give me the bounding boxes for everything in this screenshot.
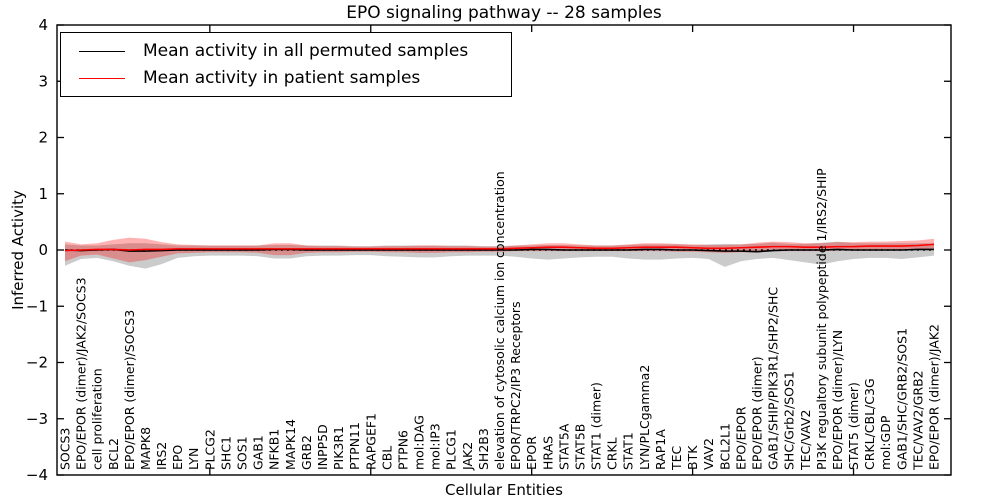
x-tick-label: EPO	[170, 445, 185, 470]
y-tick-label: 2	[38, 129, 48, 147]
x-tick-label: CRKL/CBL/C3G	[862, 378, 877, 470]
x-tick-label: TEC/VAV2	[798, 410, 813, 471]
x-tick-label: SOCS3	[58, 428, 73, 470]
x-tick-label: SOS1	[235, 436, 250, 470]
y-tick-label: −4	[26, 466, 48, 484]
x-tick-label: TEC	[669, 445, 684, 471]
x-tick-label: SHC1	[218, 436, 233, 470]
x-tick-label: SHC/Grb2/SOS1	[782, 371, 797, 470]
x-tick-label: IRS2	[154, 442, 169, 470]
x-tick-label: PI3K regualtory subunit polypeptide 1/IR…	[814, 168, 829, 470]
x-tick-label: EPOR/TRPC2/IP3 Receptors	[508, 301, 523, 470]
y-tick-label: 4	[38, 16, 48, 34]
x-tick-label: EPO/EPOR (dimer)/SOCS3	[122, 310, 137, 470]
x-tick-label: mol:IP3	[428, 423, 443, 470]
x-tick-label: STAT1	[621, 432, 636, 470]
legend-label: Mean activity in all permuted samples	[143, 41, 469, 61]
x-tick-label: INPP5D	[315, 424, 330, 470]
x-tick-label: BCL2L1	[717, 423, 732, 470]
x-tick-label: EPO/EPOR (dimer)/JAK2/SOCS3	[74, 277, 89, 470]
legend-label: Mean activity in patient samples	[143, 68, 421, 88]
x-tick-label: CRKL	[605, 437, 620, 470]
x-tick-label: PIK3R1	[331, 426, 346, 470]
x-tick-label: GAB1	[251, 435, 266, 470]
x-tick-label: STAT5 (dimer)	[846, 382, 861, 470]
y-tick-label: 0	[38, 241, 48, 259]
y-tick-label: −2	[26, 354, 48, 372]
x-tick-label: MAPK8	[138, 427, 153, 470]
x-tick-label: BTK	[685, 445, 700, 470]
x-tick-label: mol:DAG	[412, 415, 427, 470]
x-tick-label: EPOR	[524, 436, 539, 470]
x-tick-label: VAV2	[701, 438, 716, 470]
x-tick-label: PLCG2	[202, 429, 217, 470]
x-tick-label: NFKB1	[267, 429, 282, 470]
patient-mean-line	[64, 243, 935, 252]
x-tick-label: GRB2	[299, 435, 314, 470]
red-line-swatch	[79, 77, 125, 79]
chart-title: EPO signaling pathway -- 28 samples	[346, 3, 662, 23]
y-tick-label: 3	[38, 72, 48, 90]
x-axis-label: Cellular Entities	[445, 481, 563, 499]
x-tick-label: GAB1/SHIP/PIK3R1/SHP2/SHC	[766, 287, 781, 470]
x-tick-label: STAT1 (dimer)	[589, 382, 604, 470]
x-tick-label: STAT5A	[556, 423, 571, 470]
x-tick-label: LYN/PLCgamma2	[637, 365, 652, 470]
x-tick-label: LYN	[186, 448, 201, 470]
legend-item-permuted: Mean activity in all permuted samples	[71, 41, 501, 61]
y-tick-label: 1	[38, 185, 48, 203]
permuted-mean-line	[64, 248, 934, 253]
y-tick-label: −3	[26, 410, 48, 428]
legend-item-patient: Mean activity in patient samples	[71, 68, 501, 88]
x-tick-label: HRAS	[540, 436, 555, 470]
y-tick-label: −1	[26, 297, 48, 315]
x-tick-label: RAP1A	[653, 429, 668, 470]
x-tick-label: EPO/EPOR	[733, 406, 748, 470]
x-tick-label: JAK2	[460, 442, 475, 471]
x-tick-label: CBL	[379, 446, 394, 470]
x-tick-label: EPO/EPOR (dimer)	[749, 356, 764, 470]
x-tick-label: EPO/EPOR (dimer)/LYN	[830, 330, 845, 470]
black-line-swatch	[79, 50, 125, 52]
legend: Mean activity in all permuted samples Me…	[60, 32, 512, 97]
x-tick-label: BCL2	[106, 438, 121, 470]
x-tick-label: MAPK14	[283, 419, 298, 470]
x-tick-label: cell proliferation	[90, 368, 105, 470]
x-tick-label: STAT5B	[572, 424, 587, 470]
x-tick-label: PLCG1	[444, 429, 459, 470]
x-tick-label: GAB1/SHC/GRB2/SOS1	[894, 328, 909, 470]
x-tick-label: PTPN6	[395, 430, 410, 470]
x-tick-label: EPO/EPOR (dimer)/JAK2	[927, 324, 942, 470]
x-tick-label: mol:GDP	[878, 415, 893, 470]
x-tick-label: TEC/VAV2/GRB2	[910, 370, 925, 471]
x-tick-label: SH2B3	[476, 428, 491, 470]
x-tick-label: PTPN11	[347, 422, 362, 470]
x-tick-label: RAPGEF1	[363, 413, 378, 470]
x-tick-label: elevation of cytosolic calcium ion conce…	[492, 171, 507, 470]
